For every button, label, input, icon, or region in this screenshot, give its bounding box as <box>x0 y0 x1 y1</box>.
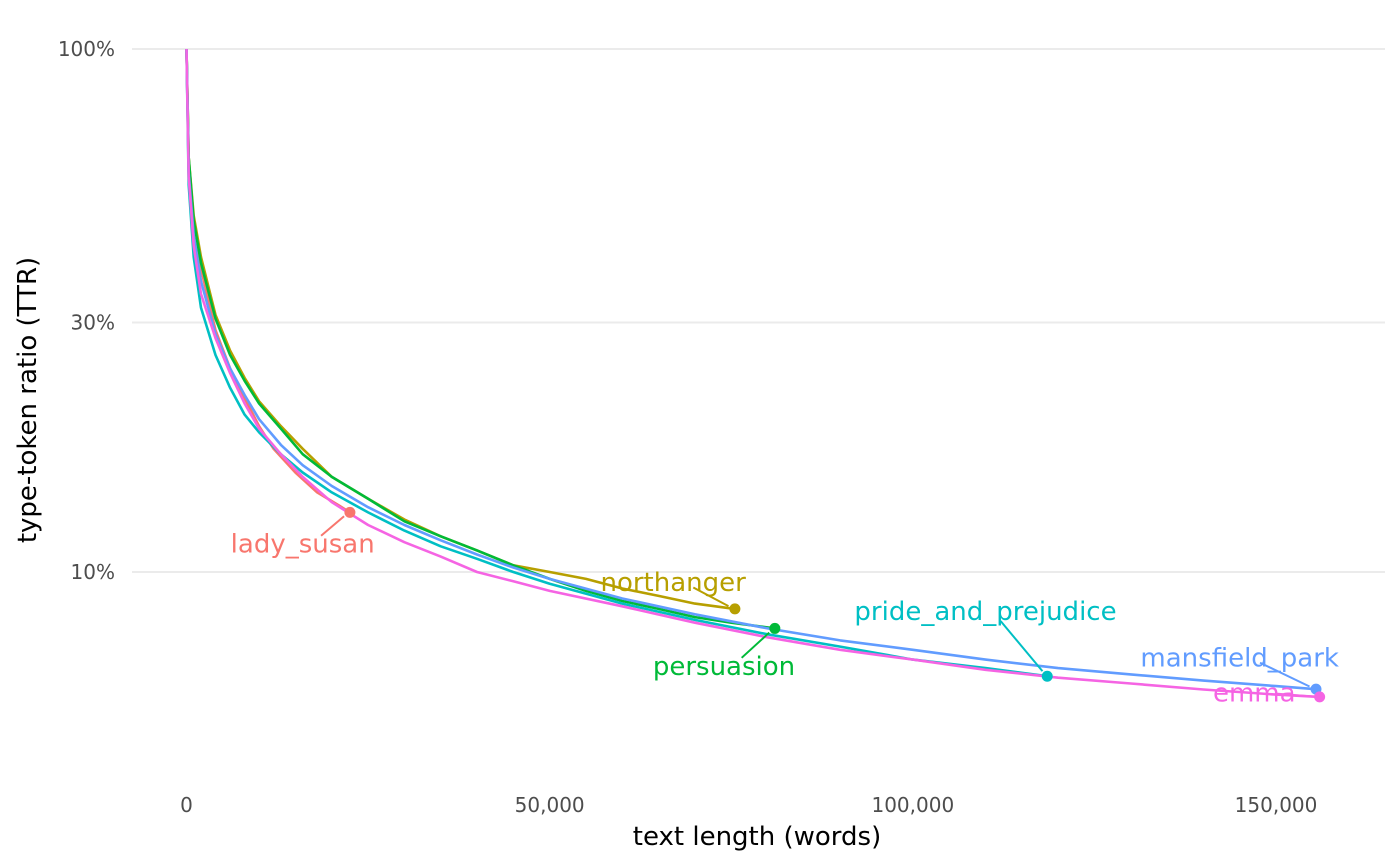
leader-mansfield_park <box>1259 661 1310 688</box>
series-label-persuasion: persuasion <box>653 652 795 682</box>
y-tick-label: 100% <box>58 37 115 61</box>
series-line-pride_and_prejudice <box>185 48 1048 678</box>
series-label-mansfield_park: mansfield_park <box>1140 643 1339 673</box>
x-axis-title: text length (words) <box>633 822 881 852</box>
tick-labels: 10% 30% 100% 0 50,000 100,000 150,000 <box>58 37 1318 817</box>
series-label-northanger: northanger <box>600 568 746 598</box>
leader-persuasion <box>740 631 770 659</box>
series-lines <box>185 48 1320 699</box>
label-leaders <box>320 515 1313 698</box>
y-tick-label: 30% <box>71 310 115 334</box>
series-labels: lady_susan northanger persuasion pride_and_… <box>231 529 1339 708</box>
leader-pride_and_prejudice <box>999 620 1044 672</box>
series-line-persuasion <box>185 48 775 630</box>
endpoint-emma <box>1314 691 1326 703</box>
endpoint-pride_and_prejudice <box>1041 670 1053 682</box>
gridlines <box>132 48 1385 573</box>
series-line-mansfield_park <box>185 48 1317 691</box>
x-tick-label: 150,000 <box>1235 793 1318 817</box>
series-line-emma <box>185 48 1320 699</box>
x-tick-label: 50,000 <box>515 793 585 817</box>
series-label-pride_and_prejudice: pride_and_prejudice <box>854 597 1116 627</box>
series-label-lady_susan: lady_susan <box>231 529 375 559</box>
x-tick-label: 0 <box>180 793 193 817</box>
endpoint-northanger <box>729 603 741 615</box>
leader-emma <box>1276 692 1313 698</box>
series-endpoints <box>344 506 1326 703</box>
leader-northanger <box>692 586 729 607</box>
leader-lady_susan <box>320 515 345 537</box>
series-line-northanger <box>185 48 736 611</box>
endpoint-lady_susan <box>344 506 356 518</box>
y-axis-title: type-token ratio (TTR) <box>13 257 43 543</box>
y-tick-label: 10% <box>71 560 115 584</box>
x-tick-label: 100,000 <box>871 793 954 817</box>
series-label-emma: emma <box>1213 679 1296 709</box>
endpoint-persuasion <box>769 622 781 634</box>
